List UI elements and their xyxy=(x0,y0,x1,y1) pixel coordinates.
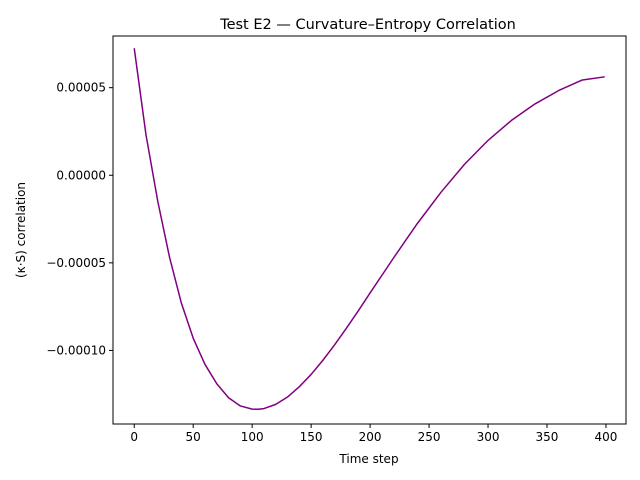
x-tick-label: 350 xyxy=(536,430,559,444)
x-tick-label: 100 xyxy=(241,430,264,444)
series-line-0 xyxy=(133,48,605,411)
y-tick-label: −0.00005 xyxy=(46,256,106,270)
x-tick-label: 400 xyxy=(594,430,617,444)
chart-title: Test E2 — Curvature–Entropy Correlation xyxy=(219,17,516,33)
y-axis: −0.00010 −0.00005 0.00000 0.00005 xyxy=(46,81,113,357)
plot-frame xyxy=(112,35,627,425)
y-tick-label: −0.00010 xyxy=(46,343,106,357)
x-axis: 0 50 100 150 200 250 300 350 400 xyxy=(130,424,617,444)
x-tick-label: 50 xyxy=(186,430,201,444)
x-tick-label: 0 xyxy=(130,430,138,444)
x-tick-label: 250 xyxy=(418,430,441,444)
x-axis-label: Time step xyxy=(338,452,398,466)
plot-area xyxy=(133,48,605,411)
x-tick-label: 300 xyxy=(477,430,500,444)
x-tick-label: 150 xyxy=(300,430,323,444)
y-axis-label: (κ·S) correlation xyxy=(14,182,28,278)
y-tick-label: 0.00000 xyxy=(56,168,106,182)
y-tick-label: 0.00005 xyxy=(56,81,106,95)
x-tick-label: 200 xyxy=(359,430,382,444)
